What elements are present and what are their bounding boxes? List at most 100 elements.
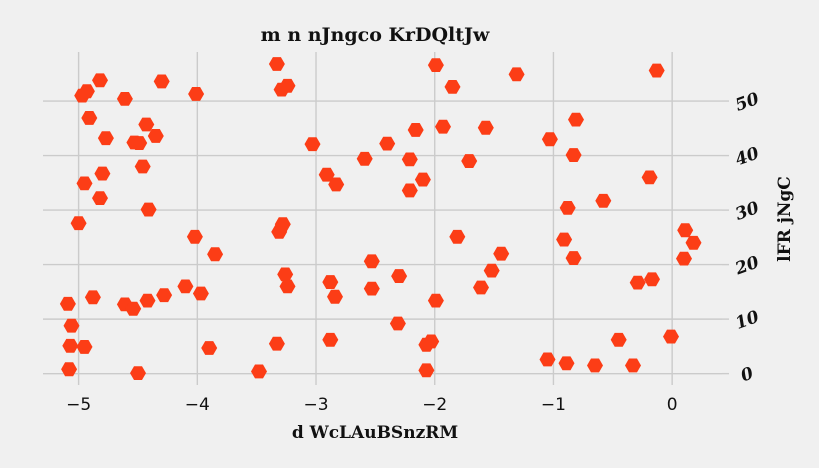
data-point <box>625 358 641 373</box>
grid-layer <box>43 52 722 378</box>
data-point <box>327 289 343 304</box>
data-point <box>192 286 209 301</box>
data-point <box>418 337 435 352</box>
data-point <box>130 366 146 380</box>
data-point <box>116 92 133 106</box>
data-point <box>251 364 267 379</box>
data-point <box>559 201 576 215</box>
data-point <box>676 251 692 266</box>
data-point <box>356 151 373 166</box>
data-point <box>648 63 665 78</box>
data-point <box>328 177 345 192</box>
data-point <box>427 293 444 308</box>
data-point <box>134 159 151 174</box>
data-point <box>277 267 294 282</box>
data-point <box>685 235 702 250</box>
data-point <box>92 191 108 205</box>
data-point <box>401 152 418 167</box>
x-tick-label: −5 <box>66 395 91 415</box>
data-point <box>414 172 431 187</box>
data-point <box>76 340 93 354</box>
data-point <box>147 129 164 143</box>
data-point <box>363 281 380 296</box>
chart-title: m n nJngco KrDQltJw <box>261 24 490 46</box>
data-point <box>677 223 694 238</box>
data-point <box>556 232 573 247</box>
data-point <box>188 87 205 101</box>
data-point <box>401 183 418 198</box>
x-tick-label: −3 <box>303 395 328 415</box>
data-point <box>186 229 203 244</box>
data-point <box>279 279 296 294</box>
data-point <box>644 272 660 287</box>
data-point <box>444 80 461 94</box>
data-point <box>610 332 627 347</box>
data-point <box>508 67 525 82</box>
x-axis-label: d WcLAuBSnzRM <box>292 423 459 443</box>
data-point <box>138 117 155 132</box>
data-point <box>139 293 156 308</box>
x-tick-label: −1 <box>541 395 566 415</box>
data-point <box>435 119 451 134</box>
data-point <box>207 247 224 262</box>
data-point <box>379 136 396 151</box>
data-point <box>461 154 478 168</box>
data-point <box>70 216 87 231</box>
data-point <box>477 120 494 135</box>
data-point <box>558 356 575 371</box>
data-point <box>493 246 510 261</box>
data-point <box>389 316 406 331</box>
x-tick-label: −4 <box>185 395 210 415</box>
data-point <box>61 362 78 377</box>
data-point <box>587 358 603 373</box>
data-point <box>629 275 646 290</box>
data-point <box>125 301 142 316</box>
data-point <box>78 84 95 99</box>
x-tick-label: −2 <box>422 395 447 415</box>
points-layer <box>59 57 702 380</box>
data-point <box>568 112 584 127</box>
data-point <box>140 202 157 217</box>
data-point <box>318 167 335 182</box>
data-point <box>407 123 424 137</box>
data-point <box>131 136 148 150</box>
data-point <box>201 341 218 355</box>
data-point <box>449 229 466 244</box>
data-point <box>595 193 612 208</box>
data-point <box>81 111 98 125</box>
data-point <box>539 352 556 367</box>
data-point <box>322 332 339 347</box>
data-point <box>177 279 194 294</box>
data-point <box>641 170 658 185</box>
data-point <box>94 166 111 181</box>
data-point <box>473 280 489 295</box>
data-point <box>391 269 408 283</box>
data-point <box>156 288 173 303</box>
data-point <box>418 363 435 378</box>
data-point <box>84 290 101 305</box>
x-tick-label: 0 <box>667 395 678 415</box>
data-point <box>663 329 679 344</box>
data-point <box>271 225 288 239</box>
data-point <box>363 254 380 269</box>
data-point <box>565 251 582 265</box>
data-point <box>63 318 80 333</box>
data-point <box>153 74 170 89</box>
data-point <box>304 137 321 152</box>
data-point <box>92 73 108 88</box>
data-point <box>97 131 114 146</box>
data-point <box>268 336 285 351</box>
data-point <box>322 275 339 289</box>
data-point <box>483 263 500 278</box>
data-point <box>273 82 290 97</box>
data-point <box>76 176 93 191</box>
data-point <box>541 132 558 147</box>
data-point <box>565 148 582 162</box>
data-point <box>59 296 76 311</box>
data-point <box>268 57 285 71</box>
y-axis-label: lFR jNgC <box>775 176 795 262</box>
data-point <box>62 338 79 353</box>
data-point <box>427 58 444 72</box>
